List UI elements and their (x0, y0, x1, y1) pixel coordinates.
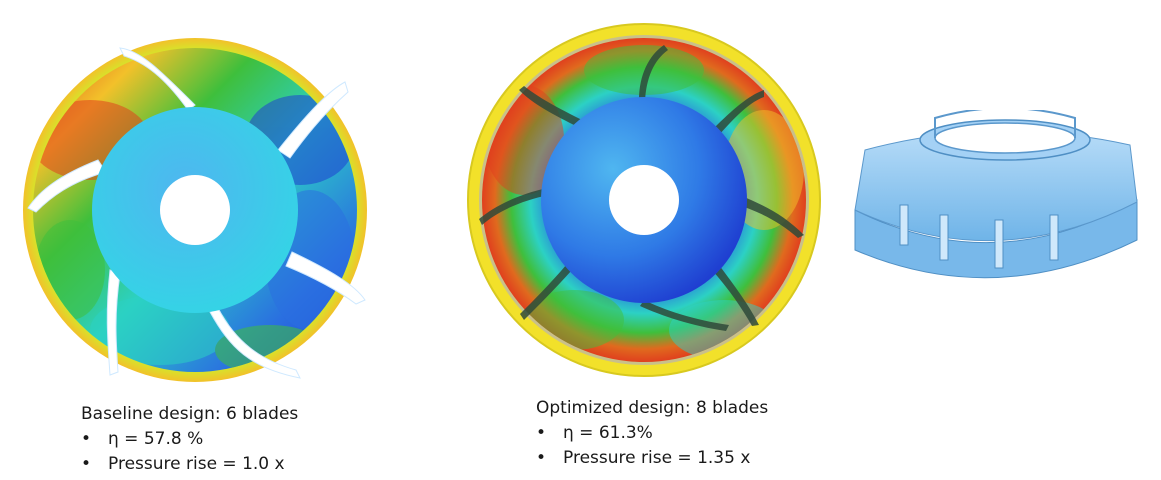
bullet-icon: • (536, 448, 547, 468)
list-item: • η = 57.8 % (81, 427, 298, 452)
bullet-icon: • (536, 423, 547, 443)
impeller-3d-render (854, 110, 1138, 279)
baseline-impeller-contour (23, 38, 367, 382)
optimized-impeller-contour (467, 23, 821, 377)
baseline-efficiency: η = 57.8 % (108, 429, 204, 449)
bullet-icon: • (81, 429, 92, 449)
optimized-caption: Optimized design: 8 blades • η = 61.3% •… (536, 396, 768, 471)
optimized-efficiency: η = 61.3% (563, 423, 653, 443)
baseline-bullet-list: • η = 57.8 % • Pressure rise = 1.0 x (81, 427, 298, 477)
list-item: • Pressure rise = 1.35 x (536, 446, 768, 471)
baseline-caption: Baseline design: 6 blades • η = 57.8 % •… (81, 402, 298, 477)
baseline-title: Baseline design: 6 blades (81, 404, 299, 424)
optimized-title: Optimized design: 8 blades (536, 398, 769, 418)
list-item: • Pressure rise = 1.0 x (81, 452, 298, 477)
optimized-pressure-rise: Pressure rise = 1.35 x (563, 448, 751, 468)
baseline-blades (27, 47, 366, 379)
optimized-blades (479, 45, 804, 331)
bullet-icon: • (81, 454, 92, 474)
list-item: • η = 61.3% (536, 421, 768, 446)
optimized-bullet-list: • η = 61.3% • Pressure rise = 1.35 x (536, 421, 768, 471)
baseline-pressure-rise: Pressure rise = 1.0 x (108, 454, 285, 474)
